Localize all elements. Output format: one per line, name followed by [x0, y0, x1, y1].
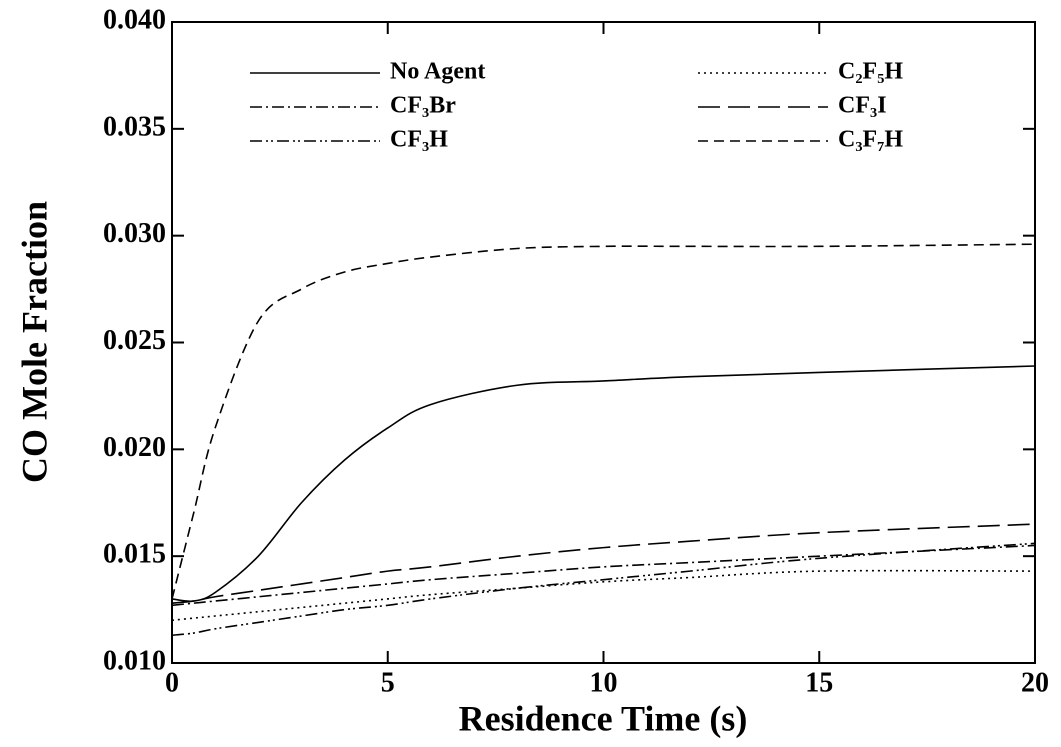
x-tick-label: 20 [1021, 667, 1049, 698]
series-line [171, 365, 1036, 603]
y-tick-label: 0.020 [103, 432, 166, 463]
legend-label: C₂F₅H [838, 59, 903, 85]
legend-label: C₃F₇H [838, 127, 903, 153]
x-axis-label: Residence Time (s) [459, 698, 748, 738]
y-tick-label: 0.040 [103, 4, 166, 35]
y-axis-label: CO Mole Fraction [14, 201, 54, 483]
series-line [171, 243, 1036, 600]
x-tick-label: 10 [590, 667, 618, 698]
series-line [171, 523, 1036, 604]
x-tick-label: 5 [381, 667, 395, 698]
series-line [171, 569, 1036, 622]
series-line [171, 544, 1036, 607]
y-tick-label: 0.015 [103, 539, 166, 570]
legend-label: CF₃Br [390, 93, 456, 119]
y-tick-label: 0.030 [103, 218, 166, 249]
y-tick-label: 0.035 [103, 111, 166, 142]
legend-label: CF₃H [390, 127, 448, 153]
x-tick-label: 15 [805, 667, 833, 698]
y-tick-label: 0.025 [103, 325, 166, 356]
x-tick-label: 0 [165, 667, 179, 698]
legend-label: No Agent [390, 59, 485, 85]
legend-label: CF₃I [838, 93, 887, 119]
plot-frame [171, 21, 1036, 664]
series-line [171, 542, 1036, 637]
y-tick-label: 0.010 [103, 645, 166, 676]
